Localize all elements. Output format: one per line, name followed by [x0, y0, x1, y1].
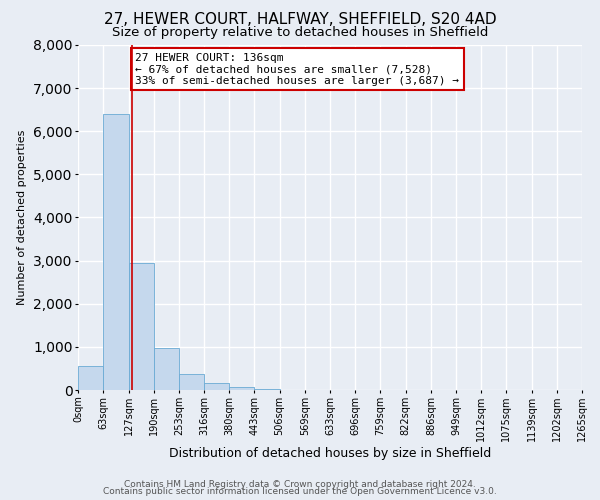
Bar — [128, 263, 154, 390]
Text: Contains HM Land Registry data © Crown copyright and database right 2024.: Contains HM Land Registry data © Crown c… — [124, 480, 476, 489]
Bar — [179, 374, 204, 390]
X-axis label: Distribution of detached houses by size in Sheffield: Distribution of detached houses by size … — [169, 446, 491, 460]
Bar — [254, 388, 280, 390]
Text: 27, HEWER COURT, HALFWAY, SHEFFIELD, S20 4AD: 27, HEWER COURT, HALFWAY, SHEFFIELD, S20… — [104, 12, 496, 28]
Text: 27 HEWER COURT: 136sqm
← 67% of detached houses are smaller (7,528)
33% of semi-: 27 HEWER COURT: 136sqm ← 67% of detached… — [136, 53, 460, 86]
Bar — [204, 383, 229, 390]
Bar — [78, 366, 103, 390]
Text: Contains public sector information licensed under the Open Government Licence v3: Contains public sector information licen… — [103, 487, 497, 496]
Bar — [229, 386, 254, 390]
Bar — [154, 348, 179, 390]
Y-axis label: Number of detached properties: Number of detached properties — [17, 130, 28, 305]
Bar — [103, 114, 128, 390]
Text: Size of property relative to detached houses in Sheffield: Size of property relative to detached ho… — [112, 26, 488, 39]
